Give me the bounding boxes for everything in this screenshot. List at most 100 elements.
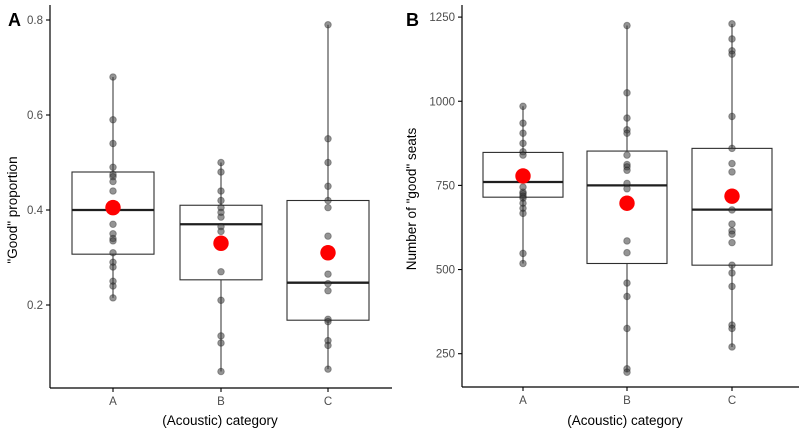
data-point xyxy=(623,237,631,245)
panel-a-y-axis-label: "Good" proportion xyxy=(5,156,20,263)
data-point xyxy=(728,168,736,176)
data-point xyxy=(728,144,736,153)
data-point xyxy=(217,339,225,347)
data-point xyxy=(324,365,332,373)
data-point xyxy=(728,261,736,269)
data-point xyxy=(324,158,332,167)
data-point xyxy=(217,187,225,195)
y-tick-label: 1000 xyxy=(429,96,455,108)
panel-a-plot: 0.2 0.4 0.6 0.8 A B C A "Good" proportion (Aco… xyxy=(5,5,392,428)
data-point xyxy=(519,259,527,268)
data-point xyxy=(324,286,332,295)
data-point xyxy=(623,151,631,159)
data-point xyxy=(728,343,736,351)
data-point xyxy=(217,158,225,167)
data-point xyxy=(109,115,117,124)
y-tick-label: 250 xyxy=(436,349,455,361)
panel-b-letter: B xyxy=(406,10,419,30)
data-point xyxy=(324,182,332,191)
data-point xyxy=(519,119,527,127)
data-point xyxy=(623,368,631,377)
data-point xyxy=(728,269,736,277)
data-point xyxy=(109,237,117,245)
mean-point xyxy=(724,188,740,204)
data-point xyxy=(728,230,736,239)
mean-point xyxy=(320,245,336,261)
data-point xyxy=(623,21,631,30)
data-point xyxy=(728,238,736,247)
data-point xyxy=(324,20,332,29)
data-point xyxy=(728,206,736,214)
mean-point xyxy=(515,168,531,184)
data-point xyxy=(109,282,117,290)
y-tick-label: 0.8 xyxy=(27,15,43,27)
panel-a-render-target: 0.2 0.4 0.6 0.8 A B C xyxy=(27,5,392,408)
data-point xyxy=(324,270,332,278)
data-point xyxy=(623,324,631,333)
data-point xyxy=(728,324,736,333)
mean-point xyxy=(213,235,229,251)
data-point xyxy=(324,196,332,205)
panel-b-render-target: 250 500 750 1000 1250 A B C xyxy=(429,5,799,407)
data-point xyxy=(519,102,527,111)
y-tick-label: 500 xyxy=(436,265,455,277)
y-tick-label: 0.4 xyxy=(27,205,44,217)
x-tick-label: C xyxy=(728,395,736,407)
data-point xyxy=(728,50,736,58)
x-tick-label: B xyxy=(623,395,631,407)
y-tick-label: 1250 xyxy=(429,12,455,24)
mean-point xyxy=(619,195,635,211)
data-point xyxy=(623,114,631,122)
data-point xyxy=(728,35,736,43)
data-point xyxy=(623,184,631,193)
data-point xyxy=(519,139,527,148)
data-point xyxy=(109,73,117,81)
y-tick-label: 0.6 xyxy=(27,110,43,122)
data-point xyxy=(217,332,225,340)
data-point xyxy=(728,20,736,28)
data-point xyxy=(623,248,631,257)
data-point xyxy=(217,168,225,176)
data-point xyxy=(217,367,225,376)
data-point xyxy=(728,159,736,168)
data-point xyxy=(324,232,332,240)
data-point xyxy=(623,166,631,175)
data-point xyxy=(109,294,117,302)
data-point xyxy=(109,187,117,195)
data-point xyxy=(324,279,332,288)
x-tick-label: A xyxy=(519,395,527,407)
panel-a-letter: A xyxy=(8,10,21,30)
x-tick-label: C xyxy=(324,396,332,408)
y-tick-label: 750 xyxy=(436,180,455,192)
data-point xyxy=(217,267,225,276)
data-point xyxy=(324,341,332,350)
data-point xyxy=(109,220,117,229)
data-point xyxy=(217,296,225,305)
data-point xyxy=(109,263,117,271)
data-point xyxy=(519,209,527,218)
y-tick-label: 0.2 xyxy=(27,300,43,312)
data-point xyxy=(728,112,736,121)
data-point xyxy=(519,249,527,258)
data-point xyxy=(623,292,631,301)
data-point xyxy=(728,220,736,228)
panel-a-x-axis-label: (Acoustic) category xyxy=(162,413,278,428)
data-point xyxy=(217,227,225,236)
data-point xyxy=(324,317,332,326)
data-point xyxy=(623,129,631,138)
data-point xyxy=(519,129,527,138)
x-tick-label: B xyxy=(217,396,225,408)
data-point xyxy=(623,279,631,287)
data-point xyxy=(217,213,225,221)
data-point xyxy=(728,282,736,291)
mean-point xyxy=(105,199,121,216)
data-point xyxy=(324,134,332,143)
data-point xyxy=(109,177,117,186)
data-point xyxy=(109,163,117,172)
panel-b-plot: 250 500 750 1000 1250 A B C B Number of "good" … xyxy=(404,5,799,428)
data-point xyxy=(519,151,527,159)
data-point xyxy=(623,89,631,97)
data-point xyxy=(324,203,332,212)
x-tick-label: A xyxy=(109,396,117,408)
